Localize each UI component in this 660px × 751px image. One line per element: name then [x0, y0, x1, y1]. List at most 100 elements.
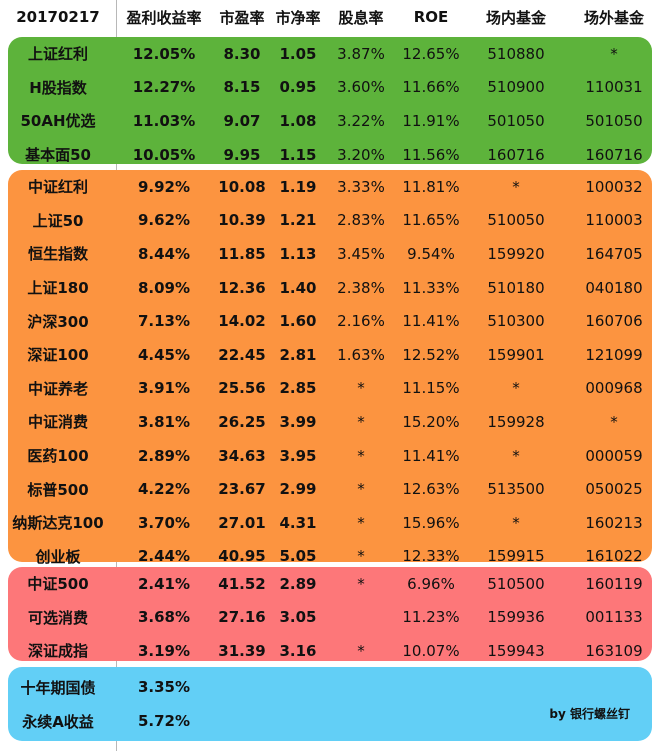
credit-text: by 银行螺丝钉 — [549, 707, 630, 721]
cell-index-name: 上证红利 — [27, 45, 88, 64]
table-row: 中证养老 3.91% 25.56 2.85 * 11.15% * 000968 — [0, 372, 652, 406]
cell-onsite-fund: 159943 — [487, 641, 545, 660]
cell-pe: 31.39 — [218, 641, 266, 660]
cell-pb: 2.99 — [279, 480, 317, 499]
cell-earnings-yield: 3.19% — [137, 641, 191, 660]
cell-dividend-yield: 3.20% — [337, 145, 385, 164]
cell-roe: 12.65% — [402, 44, 460, 63]
cell-onsite-fund: * — [512, 446, 520, 465]
cell-index-name: 深证成指 — [27, 642, 88, 661]
cell-index-name: 永续A收益 — [22, 712, 94, 731]
cell-offsite-fund: 160706 — [585, 312, 643, 331]
cell-onsite-fund: 159915 — [487, 547, 545, 566]
table-row: 沪深300 7.13% 14.02 1.60 2.16% 11.41% 510300 1607… — [0, 304, 652, 338]
cell-roe: 12.63% — [402, 480, 460, 499]
header-pe: 市盈率 — [219, 8, 265, 27]
cell-pb: 1.19 — [279, 177, 317, 196]
cell-onsite-fund: 159920 — [487, 244, 545, 263]
cell-dividend-yield: 3.33% — [337, 177, 385, 196]
cell-earnings-yield: 5.72% — [137, 712, 191, 730]
cell-offsite-fund: 000059 — [585, 446, 643, 465]
cell-pe: 27.16 — [218, 608, 266, 627]
cell-offsite-fund: 160213 — [585, 513, 643, 532]
cell-offsite-fund: 040180 — [585, 278, 643, 297]
cell-index-name: 十年期国债 — [20, 678, 96, 697]
cell-offsite-fund: 163109 — [585, 641, 643, 660]
cell-offsite-fund: 000968 — [585, 379, 643, 398]
table-header: 20170217 盈利收益率 市盈率 市净率 股息率 ROE 场内基金 场外基金 — [0, 0, 660, 34]
cell-index-name: 深证100 — [27, 346, 89, 365]
cell-offsite-fund: 001133 — [585, 608, 643, 627]
cell-onsite-fund: * — [512, 379, 520, 398]
cell-pb: 2.85 — [279, 379, 317, 398]
header-dividend-yield: 股息率 — [338, 8, 384, 27]
cell-roe: 12.52% — [402, 345, 460, 364]
cell-pb: 5.05 — [279, 547, 317, 566]
cell-pb: 1.05 — [279, 44, 317, 63]
cell-onsite-fund: 159936 — [487, 608, 545, 627]
group-red: 中证500 2.41% 41.52 2.89 * 6.96% 510500 160119 可选消… — [8, 567, 652, 661]
cell-offsite-fund: 161022 — [585, 547, 643, 566]
cell-dividend-yield: * — [357, 574, 365, 593]
cell-index-name: 上证50 — [32, 211, 84, 230]
group-orange: 中证红利 9.92% 10.08 1.19 3.33% 11.81% * 100032 上证50… — [8, 170, 652, 566]
cell-earnings-yield: 8.44% — [137, 244, 191, 263]
cell-pb: 4.31 — [279, 513, 317, 532]
cell-roe: 11.41% — [402, 312, 460, 331]
cell-pb: 0.95 — [279, 78, 317, 97]
cell-pe: 23.67 — [218, 480, 266, 499]
table-row: H股指数 12.27% 8.15 0.95 3.60% 11.66% 510900 11003… — [0, 71, 652, 105]
cell-pe: 26.25 — [218, 412, 266, 431]
cell-offsite-fund: 501050 — [585, 111, 643, 130]
table-row: 上证180 8.09% 12.36 1.40 2.38% 11.33% 510180 0401… — [0, 271, 652, 305]
cell-pb: 3.05 — [279, 608, 317, 627]
cell-roe: 15.20% — [402, 412, 460, 431]
cell-onsite-fund: 510300 — [487, 312, 545, 331]
cell-offsite-fund: 050025 — [585, 480, 643, 499]
cell-index-name: 50AH优选 — [20, 112, 96, 131]
cell-onsite-fund: 510180 — [487, 278, 545, 297]
table-row: 中证红利 9.92% 10.08 1.19 3.33% 11.81% * 100032 — [0, 170, 652, 204]
cell-pe: 12.36 — [218, 278, 266, 297]
cell-roe: 11.33% — [402, 278, 460, 297]
table-row: 50AH优选 11.03% 9.07 1.08 3.22% 11.91% 501050 501… — [0, 104, 652, 138]
table-row: 中证500 2.41% 41.52 2.89 * 6.96% 510500 160119 — [0, 567, 652, 601]
cell-onsite-fund: 510900 — [487, 78, 545, 97]
cell-onsite-fund: 160716 — [487, 145, 545, 164]
cell-pe: 8.15 — [223, 78, 261, 97]
cell-offsite-fund: 110031 — [585, 78, 643, 97]
cell-pe: 9.07 — [223, 111, 261, 130]
cell-offsite-fund: 160119 — [585, 574, 643, 593]
table-row: 基本面50 10.05% 9.95 1.15 3.20% 11.56% 160716 1607… — [0, 138, 652, 172]
cell-roe: 12.33% — [402, 547, 460, 566]
cell-dividend-yield: 3.60% — [337, 78, 385, 97]
cell-earnings-yield: 8.09% — [137, 278, 191, 297]
cell-onsite-fund: 510880 — [487, 44, 545, 63]
header-offsite-fund: 场外基金 — [583, 8, 644, 27]
header-earnings-yield: 盈利收益率 — [126, 8, 202, 27]
cell-dividend-yield: 3.87% — [337, 44, 385, 63]
cell-pb: 2.81 — [279, 345, 317, 364]
cell-earnings-yield: 9.62% — [137, 211, 191, 230]
table-row: 上证50 9.62% 10.39 1.21 2.83% 11.65% 510050 11000… — [0, 204, 652, 238]
table-row: 深证成指 3.19% 31.39 3.16 * 10.07% 159943 163109 — [0, 634, 652, 668]
cell-dividend-yield: * — [357, 446, 365, 465]
cell-roe: 15.96% — [402, 513, 460, 532]
cell-pb: 3.95 — [279, 446, 317, 465]
cell-dividend-yield: * — [357, 412, 365, 431]
cell-index-name: 可选消费 — [27, 608, 88, 627]
cell-earnings-yield: 2.89% — [137, 446, 191, 465]
cell-pe: 34.63 — [218, 446, 266, 465]
cell-onsite-fund: * — [512, 177, 520, 196]
cell-pb: 1.21 — [279, 211, 317, 230]
cell-index-name: 沪深300 — [27, 312, 89, 331]
cell-dividend-yield: 1.63% — [337, 345, 385, 364]
cell-offsite-fund: 110003 — [585, 211, 643, 230]
cell-offsite-fund: 100032 — [585, 177, 643, 196]
cell-roe: 11.81% — [402, 177, 460, 196]
table-row: 标普500 4.22% 23.67 2.99 * 12.63% 513500 050025 — [0, 472, 652, 506]
header-date: 20170217 — [16, 8, 100, 26]
table-row: 纳斯达克100 3.70% 27.01 4.31 * 15.96% * 160213 — [0, 506, 652, 540]
cell-offsite-fund: 121099 — [585, 345, 643, 364]
cell-pb: 3.99 — [279, 412, 317, 431]
